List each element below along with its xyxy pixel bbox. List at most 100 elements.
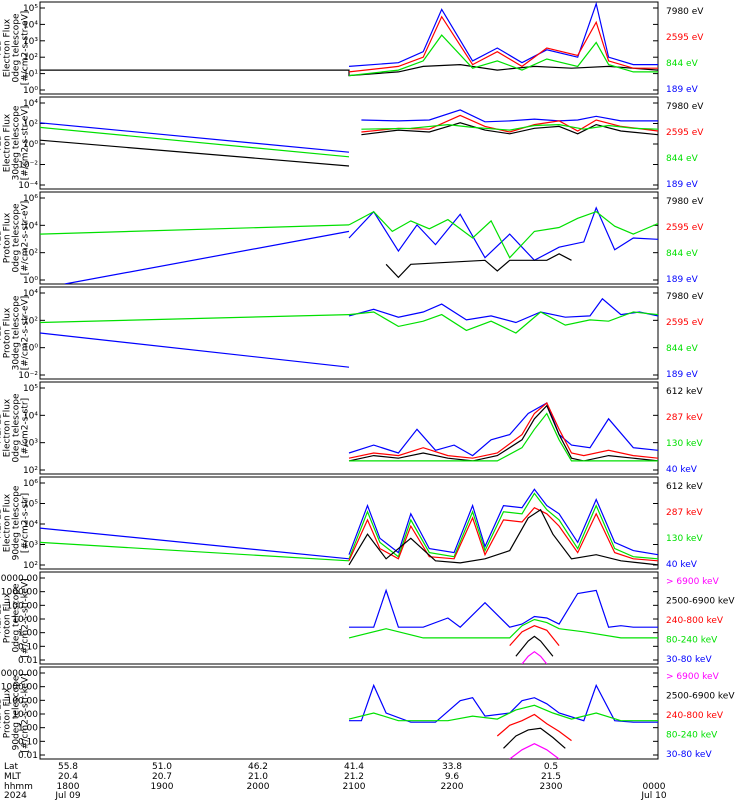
legend-entry: 844 eV [666, 59, 699, 69]
ytick-label: 10⁶ [23, 194, 38, 204]
legend-entry: > 6900 keV [666, 672, 720, 682]
ytick-label: 100.00 [7, 601, 39, 611]
series-black-line [503, 727, 566, 749]
legend-entry: 189 eV [666, 275, 699, 285]
series-blue-line [349, 588, 658, 628]
ylabel-line: [#/cm2-s-str-eV] [21, 11, 31, 86]
series-black-line [40, 139, 350, 167]
series-red-line [496, 713, 572, 742]
legend-entry: 844 eV [666, 249, 699, 259]
ytick-label: 10⁻² [18, 161, 38, 171]
legend-entry: 287 keV [666, 413, 703, 423]
ylabel-line: [#/cm2-s-str-keV] [21, 578, 31, 657]
ytick-label: 10⁻⁴ [18, 181, 38, 191]
ylabel-line: MEPED [0, 602, 4, 634]
ylabel-line: MEPED [0, 507, 4, 539]
ylabel-line: 90deg telescope [12, 675, 22, 750]
ylabel-line: [#/cm2-s-str-eV] [21, 296, 31, 371]
ytick-label: 0.10 [18, 642, 38, 652]
plot-frame [39, 1, 659, 95]
legend-entry: 189 eV [666, 370, 699, 380]
ytick-label: 10³ [23, 541, 38, 551]
panel-7: 10000.001000.00100.0010.001.000.100.01ME… [0, 571, 735, 666]
series-green-line [348, 704, 658, 722]
ytick-label: 0.01 [18, 751, 38, 761]
footer-hhmm-value: 2100 [343, 782, 366, 792]
ylabel: MEPEDElectron Flux0deg telescope[#/cm2-s… [0, 393, 31, 463]
ylabel-line: 0deg telescope [12, 583, 22, 653]
ylabel-line: [#/cm2-s-str] [21, 398, 31, 458]
legend-entry: 2595 eV [666, 128, 704, 138]
footer-hhmm-value: 2000 [247, 782, 270, 792]
series-red-line [348, 402, 658, 459]
ylabel-line: Proton Flux [3, 592, 13, 643]
panel-8: 10000.001000.00100.0010.001.000.100.01ME… [0, 666, 735, 761]
legend-entry: > 6900 keV [666, 577, 720, 587]
footer-lat-value: 0.5 [544, 762, 558, 772]
series-blue-line [40, 527, 350, 560]
ylabel-line: MEPED [0, 412, 4, 444]
footer-lat-value: 46.2 [248, 762, 268, 772]
legend-entry: 189 eV [666, 85, 699, 95]
ylabel-line: 30deg telescope [12, 295, 22, 370]
plot-frame [39, 96, 659, 190]
ylabel-line: Electron Flux [3, 493, 13, 552]
ylabel-line: MEPED [0, 697, 4, 729]
series-blue-line [348, 2, 658, 67]
footer-mlt-value: 20.7 [152, 772, 172, 782]
legend-entry: 2500-6900 keV [666, 597, 735, 607]
series-black-line [385, 253, 572, 279]
plot-frame [39, 571, 659, 665]
legend-entry: 7980 eV [666, 197, 704, 207]
footer-date-value: Jul 09 [54, 791, 80, 800]
footer-hhmm-value: 1800 [57, 782, 80, 792]
ytick-label: 10⁴ [23, 411, 38, 421]
series-green-line [348, 311, 658, 334]
footer-row-label: 2024 [4, 791, 27, 800]
legend-entry: 7980 eV [666, 7, 704, 17]
legend-entry: 612 keV [666, 482, 703, 492]
footer-mlt-value: 21.0 [248, 772, 268, 782]
panel-5: 10⁵ 10⁴ 10³ 10² MEPEDElectron Flux0deg teles… [0, 381, 703, 476]
footer-date-value: Jul 10 [640, 791, 666, 800]
ylabel: TEDProton Flux0deg telescope[#/cm2-s-str… [0, 201, 31, 276]
series-magenta-line [521, 650, 548, 664]
ylabel-line: [#/cm2-s-str-eV] [21, 201, 31, 276]
ytick-label: 10⁶ [23, 479, 38, 489]
legend-entry: 40 keV [666, 465, 698, 475]
ylabel-line: 0deg telescope [12, 393, 22, 463]
ylabel-line: TED [0, 229, 4, 248]
legend-entry: 2500-6900 keV [666, 692, 735, 702]
ylabel: MEPEDElectron Flux90deg telescope[#/cm2-… [0, 485, 31, 560]
footer-hhmm-value: 1900 [151, 782, 174, 792]
ytick-label: 10² [23, 316, 38, 326]
legend-entry: 287 keV [666, 508, 703, 518]
ytick-label: 10⁰ [23, 344, 38, 354]
legend-entry: 7980 eV [666, 292, 704, 302]
footer-hhmm-value: 2300 [540, 782, 563, 792]
series-blue-line [64, 230, 350, 284]
ytick-label: 10⁻² [18, 371, 38, 381]
plot-frame [39, 666, 659, 760]
footer-hhmm-value: 2200 [441, 782, 464, 792]
plot-frame [39, 191, 659, 285]
legend-entry: 130 keV [666, 439, 703, 449]
series-magenta-line [509, 743, 560, 759]
series-blue-line [348, 206, 658, 262]
ylabel: MEPEDProton Flux90deg telescope[#/cm2-s-… [0, 673, 31, 752]
ylabel-line: Electron Flux [3, 113, 13, 172]
ylabel-line: Electron Flux [3, 398, 13, 457]
ylabel-line: Proton Flux [3, 212, 13, 263]
series-blue-line [348, 488, 658, 556]
ylabel: TEDProton Flux30deg telescope[#/cm2-s-st… [0, 295, 31, 370]
series-green-line [348, 618, 658, 639]
footer-row-label: hhmm [4, 782, 33, 792]
series-group [40, 297, 658, 368]
legend-entry: 844 eV [666, 344, 699, 354]
series-green-line [40, 314, 350, 324]
legend-entry: 40 keV [666, 560, 698, 570]
